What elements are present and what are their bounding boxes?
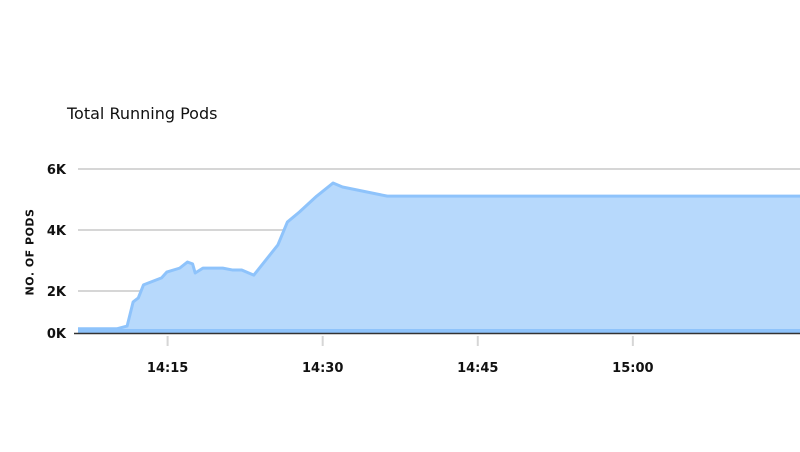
- x-tick-label: 14:30: [302, 361, 343, 376]
- x-tick-label: 14:15: [147, 361, 188, 376]
- y-tick-label: 6K: [47, 163, 67, 178]
- area-fill: [78, 183, 800, 333]
- chart-title: Total Running Pods: [67, 104, 218, 123]
- area-base-band: [78, 329, 800, 333]
- x-tick-label: 15:00: [612, 361, 653, 376]
- y-tick-label: 0K: [47, 327, 67, 342]
- y-tick-label: 2K: [47, 285, 67, 300]
- y-tick-label: 4K: [47, 224, 67, 239]
- x-tick-label: 14:45: [457, 361, 498, 376]
